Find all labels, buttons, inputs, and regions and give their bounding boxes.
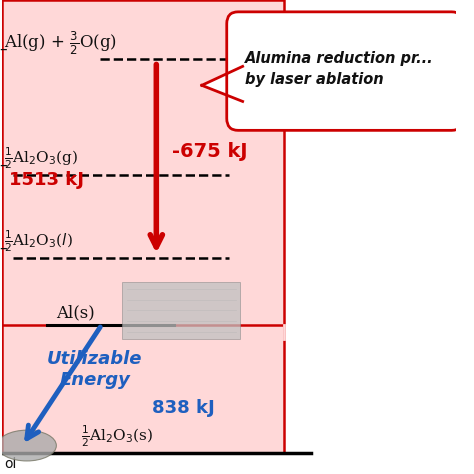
Text: $\frac{1}{2}$Al$_2$O$_3$($l$): $\frac{1}{2}$Al$_2$O$_3$($l$)	[4, 228, 73, 254]
Text: ol: ol	[4, 456, 17, 471]
Text: –: –	[0, 158, 7, 173]
Ellipse shape	[0, 430, 56, 461]
Text: -675 kJ: -675 kJ	[172, 142, 248, 161]
FancyBboxPatch shape	[2, 325, 283, 453]
Text: Al(g) $+\ \frac{3}{2}$O(g): Al(g) $+\ \frac{3}{2}$O(g)	[4, 29, 117, 57]
Text: 838 kJ: 838 kJ	[152, 399, 215, 417]
Text: Utilizable
Energy: Utilizable Energy	[47, 350, 143, 389]
FancyBboxPatch shape	[2, 0, 283, 339]
Text: Alumina reduction pr...
by laser ablation: Alumina reduction pr... by laser ablatio…	[245, 51, 434, 87]
Text: –: –	[0, 42, 7, 57]
Text: $\frac{1}{2}$Al$_2$O$_3$(s): $\frac{1}{2}$Al$_2$O$_3$(s)	[82, 423, 154, 449]
Text: –: –	[0, 241, 7, 256]
FancyBboxPatch shape	[227, 12, 463, 130]
Text: Al(s): Al(s)	[56, 304, 95, 321]
Text: 1513 kJ: 1513 kJ	[9, 171, 83, 189]
Polygon shape	[202, 66, 243, 101]
Text: $\frac{1}{2}$Al$_2$O$_3$(g): $\frac{1}{2}$Al$_2$O$_3$(g)	[4, 145, 79, 171]
FancyBboxPatch shape	[122, 282, 240, 339]
